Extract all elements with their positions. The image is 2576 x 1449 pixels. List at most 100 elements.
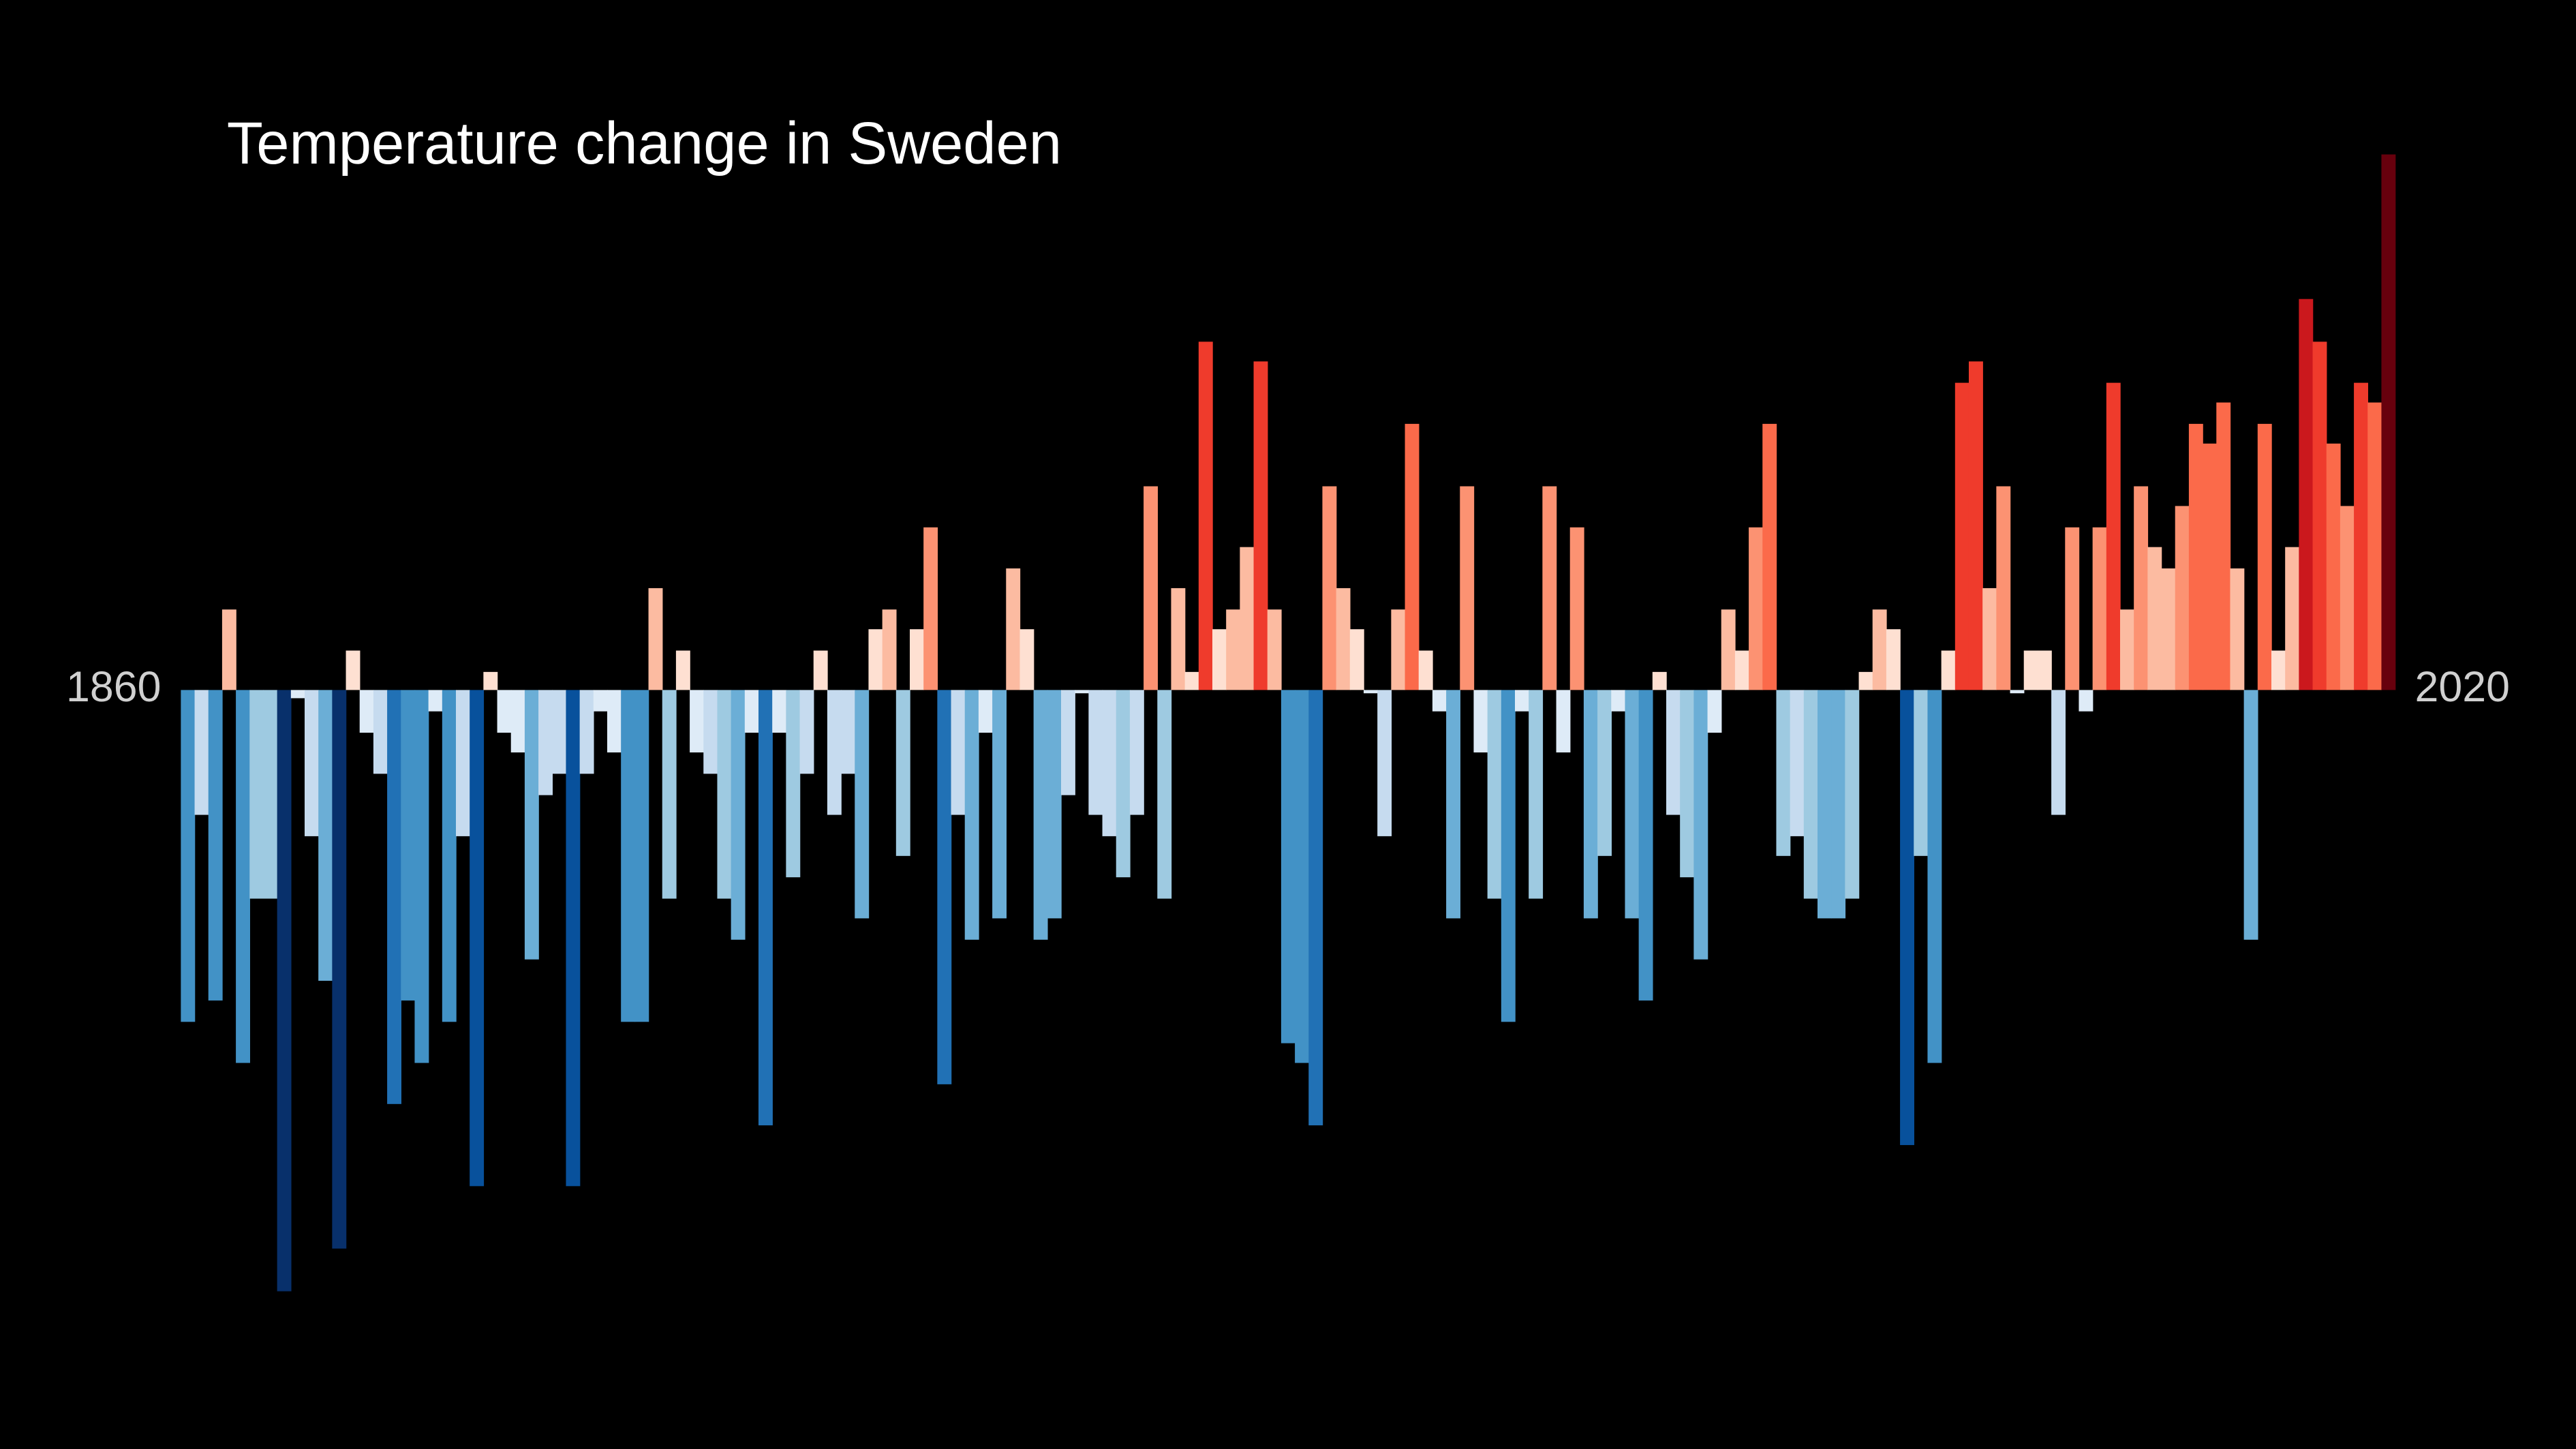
bar (1061, 690, 1075, 795)
bar (1391, 609, 1406, 690)
bar (290, 690, 305, 699)
bar (249, 690, 264, 899)
bar (1638, 690, 1653, 1001)
bar (181, 690, 196, 1022)
bar (1377, 690, 1392, 836)
bar (208, 690, 223, 1001)
bar (1914, 690, 1929, 856)
bar (194, 690, 209, 815)
bar (1336, 588, 1351, 690)
bar (1982, 588, 1997, 690)
bar (1418, 650, 1433, 690)
bar (442, 690, 457, 1022)
bar (923, 527, 938, 690)
bar (1625, 690, 1640, 919)
bar (346, 650, 361, 690)
bar (1514, 690, 1529, 712)
bar (414, 690, 429, 1063)
bar (1968, 361, 1983, 690)
bar (868, 629, 883, 690)
bar (1886, 629, 1901, 690)
bar (1322, 486, 1337, 690)
bar (1817, 690, 1832, 919)
bar (1734, 650, 1749, 690)
bar (827, 690, 842, 815)
bar (1803, 690, 1818, 899)
bar (2381, 154, 2396, 690)
bar (1954, 382, 1969, 690)
bar (1184, 671, 1199, 690)
bar (1666, 690, 1681, 815)
bar (2354, 382, 2368, 690)
bar (1501, 690, 1516, 1022)
bar (1460, 486, 1475, 690)
bar (841, 690, 855, 774)
bar (456, 690, 470, 836)
bar (359, 690, 374, 733)
bar (1212, 629, 1227, 690)
bar (2285, 547, 2300, 690)
bar (2023, 650, 2038, 690)
bar (1583, 690, 1598, 919)
bar (2257, 423, 2272, 690)
bar (1858, 671, 1873, 690)
bar (1075, 690, 1090, 694)
bar (1652, 671, 1667, 690)
bar (1707, 690, 1722, 733)
chart-title: Temperature change in Sweden (227, 110, 1062, 177)
bar (2079, 690, 2094, 712)
bar (1542, 486, 1557, 690)
bar (221, 609, 236, 690)
bar (236, 690, 251, 1063)
bar (1597, 690, 1612, 856)
bar (1790, 690, 1805, 836)
bar (717, 690, 732, 899)
bar (2134, 486, 2149, 690)
bar (813, 650, 828, 690)
bar (1693, 690, 1708, 960)
bar (799, 690, 814, 774)
bar (2367, 402, 2382, 690)
bar (470, 690, 485, 1187)
bar (1253, 361, 1268, 690)
bar (992, 690, 1007, 919)
bar (2243, 690, 2258, 940)
bar (1529, 690, 1544, 899)
bar (552, 690, 567, 774)
bar (855, 690, 870, 919)
bar (937, 690, 952, 1084)
bar (318, 690, 333, 981)
bar (2161, 568, 2176, 690)
bar (2340, 506, 2355, 690)
bar (1446, 690, 1460, 919)
bar (1019, 629, 1034, 690)
bar (1569, 527, 1584, 690)
bar (1831, 690, 1846, 919)
bar (675, 650, 690, 690)
bar (2299, 299, 2314, 690)
bar (1927, 690, 1942, 1063)
bar (1295, 690, 1309, 1063)
bar (1845, 690, 1860, 899)
bar (951, 690, 966, 815)
bar (910, 629, 924, 690)
bar (1432, 690, 1447, 712)
x-end-label: 2020 (2415, 663, 2510, 711)
bar (2271, 650, 2286, 690)
bar (1144, 486, 1158, 690)
bar (387, 690, 402, 1104)
bar (332, 690, 347, 1249)
bar (1129, 690, 1144, 815)
bar (497, 690, 512, 733)
bar (882, 609, 897, 690)
bar (1116, 690, 1131, 878)
bar (538, 690, 553, 795)
bar (731, 690, 746, 940)
bar (1267, 609, 1282, 690)
bar (648, 588, 663, 690)
bar (401, 690, 416, 1001)
bar (895, 690, 910, 856)
bar (978, 690, 993, 733)
bar (1749, 527, 1763, 690)
